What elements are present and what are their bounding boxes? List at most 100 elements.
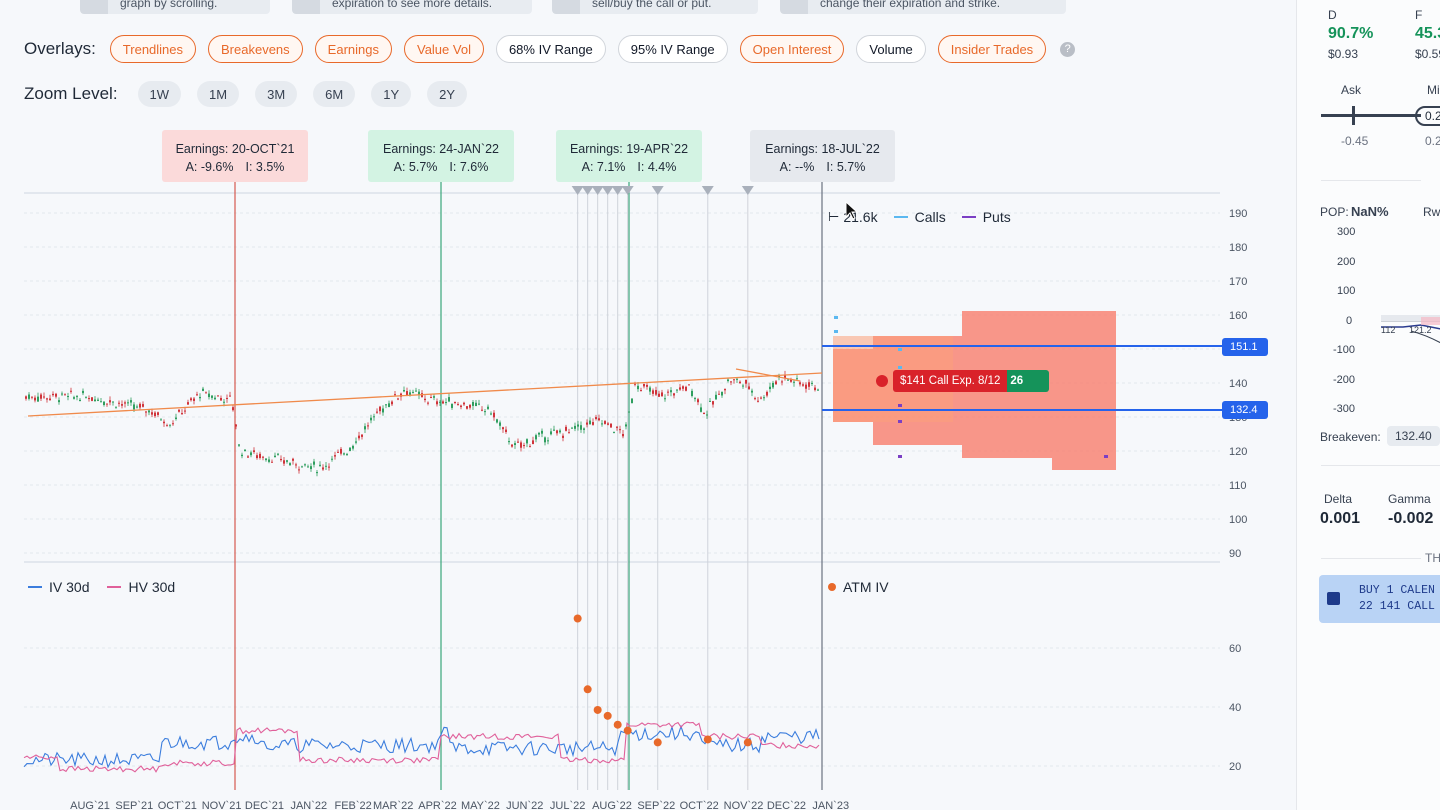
candle-body [403, 390, 405, 392]
candle-body [553, 429, 555, 431]
candle-body [232, 407, 234, 411]
candle-body [121, 404, 123, 406]
candle-body [361, 434, 363, 437]
candle-body [742, 385, 744, 387]
earnings-box[interactable]: Earnings: 20-OCT`21 A: -9.6% I: 3.5% [162, 130, 308, 182]
ask-value: -0.45 [1341, 134, 1369, 148]
overlay-open-interest[interactable]: Open Interest [739, 35, 845, 63]
candle-body [430, 397, 432, 399]
candle-body [73, 397, 75, 399]
candle-body [490, 413, 492, 415]
overlay-earnings[interactable]: Earnings [314, 35, 392, 63]
d-label: D [1328, 8, 1337, 22]
iv-legend: IV 30d HV 30d [28, 579, 175, 595]
candle-body [712, 401, 714, 405]
candle-body [448, 397, 450, 402]
candle-body [319, 464, 321, 466]
earnings-actual: A: 7.1% [581, 160, 626, 174]
candle-body [652, 390, 654, 394]
candle-body [277, 453, 279, 455]
candle-body [583, 428, 585, 430]
candle-body [220, 397, 222, 401]
price-slider-track[interactable] [1321, 114, 1421, 117]
candle-body [148, 410, 150, 413]
candle-body [526, 439, 528, 444]
overlay-trendlines[interactable]: Trendlines [109, 35, 197, 63]
overlays-label: Overlays: [24, 39, 96, 58]
open-interest-bar [1104, 455, 1108, 458]
earnings-box[interactable]: Earnings: 24-JAN`22 A: 5.7% I: 7.6% [368, 130, 514, 182]
price-tick-label: 140 [1229, 378, 1247, 390]
atm-iv-point [743, 738, 752, 747]
ask-label: Ask [1341, 83, 1362, 97]
hint-expiration: expiration to see more details. [292, 0, 532, 14]
candle-body [166, 425, 168, 427]
candle-body [772, 382, 774, 388]
overlay-volume[interactable]: Volume [856, 35, 926, 63]
candle-body [280, 458, 282, 461]
expiration-marker [621, 186, 634, 195]
price-slider-handle[interactable] [1352, 106, 1355, 125]
overlay-68-iv-range[interactable]: 68% IV Range [495, 35, 606, 63]
candle-body [439, 401, 441, 403]
candle-body [304, 464, 306, 466]
copy-icon[interactable] [1327, 592, 1340, 605]
delta-label: Delta [1324, 492, 1353, 506]
candle-body [175, 417, 177, 420]
overlay-value-vol[interactable]: Value Vol [403, 35, 484, 63]
candle-body [682, 386, 684, 389]
candle-body [640, 390, 642, 392]
candle-body [649, 387, 651, 392]
candle-body [748, 386, 750, 390]
zoom-1w[interactable]: 1W [137, 81, 182, 107]
overlay-breakevens[interactable]: Breakevens [208, 35, 303, 63]
overlay-insider-trades[interactable]: Insider Trades [937, 35, 1047, 63]
candle-body [355, 441, 357, 443]
candle-body [457, 404, 459, 406]
zoom-2y[interactable]: 2Y [427, 81, 468, 107]
candle-body [802, 384, 804, 386]
zoom-6m[interactable]: 6M [313, 81, 356, 107]
price-chart[interactable]: 19018017016015014013012011010090604020AU… [0, 0, 1296, 810]
help-icon[interactable]: ? [1060, 41, 1076, 57]
candle-body [229, 395, 231, 397]
divider [1321, 465, 1440, 466]
candle-body [721, 391, 723, 396]
zoom-1y[interactable]: 1Y [371, 81, 412, 107]
candle-body [106, 403, 108, 405]
zoom-3m[interactable]: 3M [255, 81, 298, 107]
earnings-box[interactable]: Earnings: 19-APR`22 A: 7.1% I: 4.4% [556, 130, 702, 182]
position-marker [876, 375, 888, 387]
candle-body [472, 402, 474, 406]
iv-swatch [28, 586, 42, 588]
overlay-95-iv-range[interactable]: 95% IV Range [617, 35, 728, 63]
candle-body [178, 409, 180, 412]
candle-body [484, 411, 486, 413]
zoom-1m[interactable]: 1M [197, 81, 240, 107]
candle-body [43, 396, 45, 398]
candle-body [340, 448, 342, 454]
puts-swatch [961, 216, 976, 218]
candle-body [190, 398, 192, 401]
gamma-value: -0.002 [1388, 510, 1434, 527]
candle-body [805, 384, 807, 389]
candle-body [367, 425, 369, 427]
pl-tick: -200 [1333, 374, 1356, 386]
month-tick-label: NOV`21 [202, 800, 242, 810]
month-tick-label: SEP`22 [637, 800, 675, 810]
candle-body [487, 406, 489, 409]
pl-chart[interactable] [1381, 225, 1440, 425]
open-interest-bar [898, 455, 902, 458]
candle-body [745, 379, 747, 384]
divider [1321, 558, 1421, 559]
position-tag[interactable]: $141 Call Exp. 8/12 26 [893, 370, 1049, 392]
earnings-box[interactable]: Earnings: 18-JUL`22 A: --% I: 5.7% [750, 130, 895, 182]
atm-iv-point [613, 720, 622, 729]
calls-label: Calls [914, 209, 946, 225]
order-box[interactable]: BUY 1 CALEN 22 141 CALL [1319, 575, 1440, 623]
open-interest-bar [898, 366, 902, 369]
candle-body [283, 460, 285, 464]
mid-price-box[interactable]: 0.2 [1415, 106, 1440, 126]
candle-body [775, 381, 777, 385]
candle-body [349, 447, 351, 451]
